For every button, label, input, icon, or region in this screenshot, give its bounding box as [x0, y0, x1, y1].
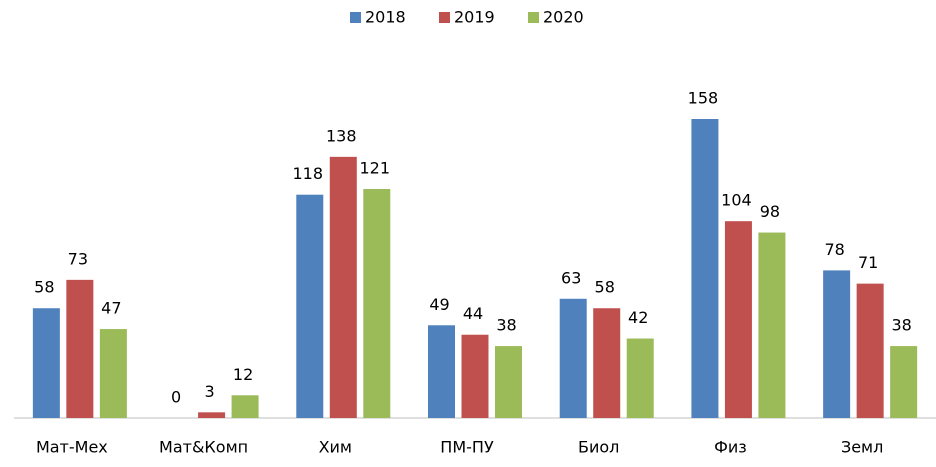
bar	[231, 395, 259, 418]
bar	[461, 334, 489, 418]
bar	[329, 156, 357, 419]
x-tick-label: ПМ-ПУ	[440, 438, 494, 457]
data-label: 118	[293, 164, 324, 183]
data-label: 58	[595, 278, 615, 297]
bar	[856, 283, 884, 418]
x-tick-label: Хим	[319, 438, 352, 457]
data-label: 73	[68, 249, 88, 268]
data-label: 63	[561, 268, 581, 287]
bar	[724, 221, 752, 418]
bar	[890, 346, 918, 418]
x-tick-label: Мат-Мех	[36, 438, 108, 457]
bar	[99, 329, 127, 418]
bar	[495, 346, 522, 418]
bar	[198, 412, 226, 418]
bar	[363, 189, 391, 418]
bar	[758, 232, 786, 418]
legend-label: 2020	[543, 8, 584, 27]
data-label: 78	[824, 240, 844, 259]
data-label: 42	[628, 308, 648, 327]
legend-swatch	[350, 12, 361, 23]
x-tick-label: Биол	[578, 438, 619, 457]
data-label: 44	[463, 304, 483, 323]
data-label: 47	[101, 299, 121, 318]
bar	[559, 298, 587, 418]
data-label: 98	[760, 202, 780, 221]
x-tick-label: Мат&Комп	[159, 438, 248, 457]
bar	[66, 279, 94, 418]
data-label: 58	[34, 278, 54, 297]
data-label: 138	[326, 126, 357, 145]
bar	[691, 119, 719, 418]
bar	[626, 338, 654, 418]
data-label: 104	[721, 191, 752, 210]
bar	[823, 270, 851, 418]
legend-swatch	[439, 12, 450, 23]
x-tick-label: Физ	[714, 438, 747, 457]
data-label: 49	[429, 295, 449, 314]
data-label: 71	[858, 253, 878, 272]
bar	[296, 194, 324, 418]
bar	[32, 308, 60, 418]
legend-swatch	[528, 12, 539, 23]
x-tick-label: Земл	[841, 438, 883, 457]
legend-label: 2019	[454, 8, 495, 27]
legend-label: 2018	[365, 8, 406, 27]
data-label: 3	[204, 382, 214, 401]
data-label: 158	[688, 89, 719, 108]
bar	[428, 325, 455, 418]
bar	[593, 308, 621, 418]
data-label: 12	[233, 365, 253, 384]
data-label: 38	[496, 316, 516, 335]
data-label: 38	[891, 316, 911, 335]
data-label: 121	[360, 159, 391, 178]
data-label: 0	[171, 388, 181, 407]
